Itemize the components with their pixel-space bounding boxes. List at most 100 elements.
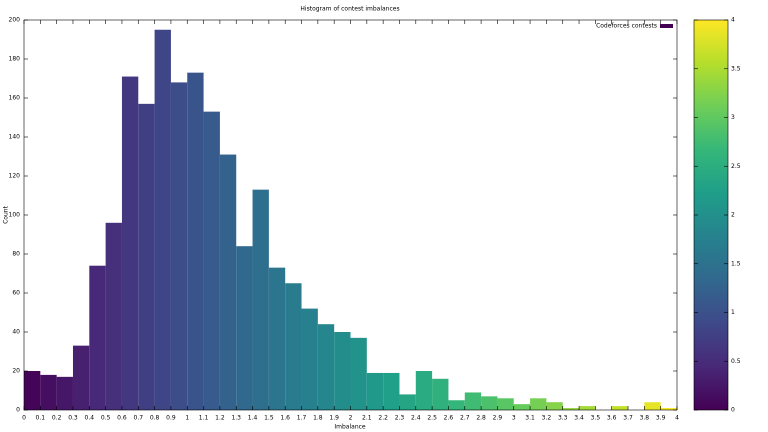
bar [105, 222, 122, 410]
x-tick-label: 2.3 [395, 415, 405, 422]
bar [334, 332, 351, 410]
x-tick-label: 3.9 [656, 415, 666, 422]
x-tick-label: 0.4 [85, 415, 95, 422]
bar [481, 396, 498, 410]
colorbar-tick-label: 2 [731, 212, 735, 219]
bar [138, 103, 155, 410]
x-tick-label: 2.6 [444, 415, 454, 422]
bar [72, 345, 90, 410]
bar [219, 154, 237, 410]
x-tick-label: 2.7 [460, 415, 470, 422]
x-tick-label: 1.8 [313, 415, 323, 422]
bar [399, 394, 416, 410]
y-tick-label: 200 [9, 17, 21, 24]
x-tick-label: 3.7 [623, 415, 633, 422]
colorbar-tick-label: 1.5 [731, 260, 741, 267]
x-tick-label: 2.5 [427, 415, 437, 422]
x-tick-label: 3.4 [574, 415, 584, 422]
y-tick-label: 100 [9, 212, 21, 219]
bar [562, 408, 580, 410]
y-tick-label: 180 [9, 56, 21, 63]
y-tick-label: 120 [9, 173, 21, 180]
x-tick-label: 1.9 [329, 415, 339, 422]
bar [252, 189, 269, 410]
x-tick-label: 2.8 [476, 415, 486, 422]
y-tick-label: 160 [9, 95, 21, 102]
x-tick-label: 3.1 [525, 415, 535, 422]
x-tick-label: 2.1 [362, 415, 372, 422]
bar [170, 82, 188, 411]
x-tick-label: 1.7 [297, 415, 307, 422]
bar [611, 406, 629, 410]
x-tick-label: 1.1 [199, 415, 209, 422]
x-tick-label: 1 [185, 415, 189, 422]
chart-title: Histogram of contest imbalances [300, 6, 399, 13]
x-tick-label: 1.6 [280, 415, 290, 422]
x-tick-label: 0.3 [68, 415, 78, 422]
bar [268, 267, 286, 410]
x-tick-label: 1.5 [264, 415, 274, 422]
colorbar-tick-label: 0.5 [731, 358, 741, 365]
y-tick-label: 140 [9, 134, 21, 141]
bar [415, 371, 433, 410]
bar [203, 111, 220, 411]
bar [448, 400, 465, 410]
x-tick-label: 3.5 [591, 415, 601, 422]
bar [350, 337, 367, 410]
x-tick-label: 0.7 [134, 415, 144, 422]
x-axis-label: Imbalance [334, 424, 366, 431]
y-tick-label: 40 [12, 329, 20, 336]
bar [285, 283, 302, 410]
bar [89, 265, 106, 410]
colorbar-tick-label: 0 [731, 407, 735, 414]
bar [464, 392, 482, 410]
x-tick-label: 1.4 [248, 415, 258, 422]
x-tick-label: 1.3 [231, 415, 241, 422]
bar [513, 404, 531, 410]
bar [24, 371, 41, 410]
bar [660, 408, 677, 410]
bar [154, 29, 171, 410]
bar [236, 246, 253, 410]
bar [579, 406, 596, 410]
plot-border [23, 19, 678, 411]
x-tick-label: 3.6 [607, 415, 617, 422]
colorbar [693, 19, 729, 411]
y-axis-label: Count [3, 205, 10, 223]
bar [644, 402, 661, 410]
x-tick-label: 0.6 [117, 415, 127, 422]
bar [383, 372, 400, 410]
legend-label: Codeforces contests [596, 23, 657, 30]
x-tick-label: 0.5 [101, 415, 111, 422]
x-tick-label: 3.3 [558, 415, 568, 422]
x-tick-label: 3.2 [542, 415, 552, 422]
bar [546, 402, 563, 410]
x-tick-label: 3.8 [640, 415, 650, 422]
x-tick-label: 1.2 [215, 415, 225, 422]
y-tick-label: 20 [12, 368, 20, 375]
bar [366, 372, 384, 410]
colorbar-tick-label: 2.5 [731, 163, 741, 170]
bar [432, 378, 449, 410]
x-tick-label: 0.8 [150, 415, 160, 422]
legend-swatch [660, 24, 673, 28]
bar [40, 374, 57, 410]
x-tick-label: 0.2 [52, 415, 62, 422]
bar [530, 398, 547, 410]
x-tick-label: 2.2 [378, 415, 388, 422]
colorbar-tick-label: 1 [731, 309, 735, 316]
x-tick-label: 0.1 [36, 415, 46, 422]
bar [56, 376, 73, 410]
y-tick-label: 80 [12, 251, 20, 258]
x-tick-label: 0 [22, 415, 26, 422]
colorbar-tick-label: 3 [731, 114, 735, 121]
bar [317, 324, 335, 410]
x-tick-label: 2 [349, 415, 353, 422]
colorbar-tick-label: 3.5 [731, 65, 741, 72]
y-tick-label: 60 [12, 290, 20, 297]
y-tick-label: 0 [16, 407, 20, 414]
bar [301, 308, 318, 410]
bar [497, 398, 514, 410]
x-tick-label: 3 [512, 415, 516, 422]
